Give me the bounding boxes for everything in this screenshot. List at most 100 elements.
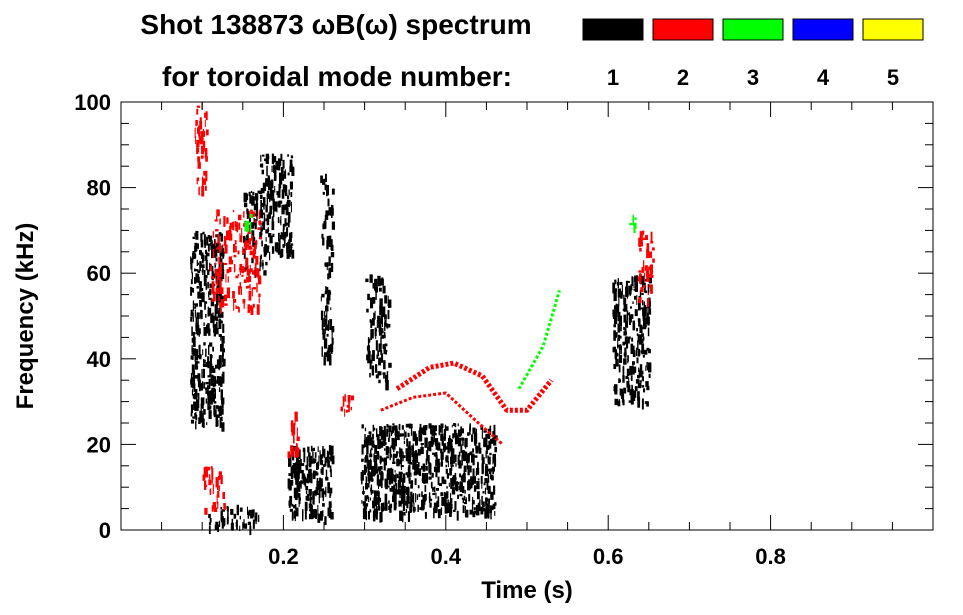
spectrum-speck — [392, 425, 396, 431]
spectrum-speck — [379, 455, 382, 464]
spectrum-speck — [195, 353, 198, 361]
spectrum-speck — [449, 439, 453, 442]
y-tick-label: 80 — [87, 176, 111, 201]
spectrum-speck — [403, 440, 406, 444]
spectral-line-mode-2-0 — [395, 360, 554, 413]
spectrum-speck — [331, 244, 334, 251]
spectrum-speck — [260, 154, 262, 162]
spectrum-speck — [456, 510, 459, 521]
spectrum-region-mode-3-15 — [244, 214, 253, 233]
spectrum-speck — [254, 263, 257, 271]
spectrum-speck — [638, 270, 642, 273]
spectrum-speck — [612, 282, 616, 294]
spectrum-speck — [475, 446, 479, 454]
spectrum-speck — [377, 497, 382, 502]
spectrum-speck — [203, 327, 207, 336]
spectrum-speck — [213, 401, 217, 404]
spectrum-speck — [253, 203, 257, 211]
spectrum-speck — [447, 442, 450, 454]
spectrum-speck — [425, 465, 428, 471]
spectrum-speck — [415, 437, 418, 446]
spectrum-speck — [371, 354, 373, 364]
spectrum-speck — [259, 163, 262, 168]
spectrum-speck — [218, 266, 221, 278]
spectrum-speck — [625, 280, 628, 292]
spectrum-speck — [207, 385, 209, 396]
spectrum-speck — [388, 425, 392, 433]
spectrum-speck — [465, 455, 467, 459]
spectrum-speck — [260, 227, 263, 233]
spectrum-speck — [212, 502, 216, 509]
spectrum-speck — [205, 185, 207, 191]
spectrum-speck — [278, 166, 280, 170]
spectrum-speck — [400, 452, 403, 463]
spectrum-speck — [438, 425, 440, 436]
spectrum-speck — [484, 509, 488, 519]
spectrum-speck — [490, 468, 495, 472]
spectrum-speck — [321, 293, 325, 298]
spectrum-speck — [283, 171, 287, 179]
spectrum-speck — [279, 250, 283, 258]
spectrum-speck — [614, 352, 617, 359]
spectrum-speck — [322, 191, 325, 195]
spectrum-speck — [269, 205, 273, 215]
spectrum-speck — [326, 350, 330, 362]
spectrum-speck — [190, 309, 193, 317]
spectrum-speck — [386, 371, 389, 381]
spectrum-speck — [247, 285, 251, 288]
spectrum-speck — [462, 475, 465, 482]
spectrum-speck — [288, 189, 290, 196]
spectrum-speck — [282, 159, 285, 169]
spectrum-speck — [634, 390, 637, 398]
spectrum-speck — [243, 279, 247, 283]
spectrum-speck — [208, 398, 210, 402]
spectrum-speck — [208, 410, 212, 420]
spectrum-speck — [637, 396, 641, 408]
spectrum-speck — [425, 425, 428, 431]
spectrum-speck — [392, 461, 396, 464]
spectrum-speck — [430, 427, 433, 435]
spectrum-speck — [649, 264, 653, 276]
spectrum-speck — [208, 522, 212, 525]
spectrum-speck — [646, 366, 651, 371]
spectrum-speck — [248, 269, 250, 277]
spectrum-speck — [307, 446, 310, 453]
spectrum-speck — [424, 473, 429, 484]
spectrum-speck — [447, 461, 449, 467]
spectrum-speck — [405, 501, 407, 506]
spectrum-speck — [280, 232, 282, 236]
spectrum-speck — [198, 157, 201, 166]
spectrum-speck — [490, 511, 492, 520]
spectrum-speck — [325, 486, 327, 497]
spectrum-speck — [642, 398, 644, 405]
spectrum-speck — [435, 438, 439, 447]
spectrum-speck — [426, 450, 429, 462]
spectrum-speck — [326, 450, 329, 460]
spectrum-speck — [205, 389, 207, 394]
spectrum-speck — [197, 317, 199, 324]
spectrum-speck — [197, 158, 200, 167]
spectrum-region-mode-3-16 — [629, 214, 637, 233]
spectrum-speck — [640, 338, 644, 344]
spectrum-speck — [371, 365, 375, 376]
spectrum-speck — [248, 211, 251, 219]
spectrum-speck — [320, 310, 324, 320]
spectrum-speck — [293, 423, 296, 435]
spectrum-speck — [399, 472, 401, 475]
spectrum-speck — [484, 487, 487, 495]
spectrum-speck — [289, 245, 293, 249]
spectrum-speck — [268, 181, 272, 184]
spectrum-speck — [648, 276, 652, 284]
spectrum-speck — [391, 430, 393, 435]
spectrum-speck — [373, 312, 376, 319]
spectrum-speck — [463, 502, 467, 505]
spectrum-speck — [265, 178, 269, 187]
spectrum-speck — [438, 483, 443, 486]
spectrum-speck — [322, 328, 325, 335]
spectrum-speck — [306, 456, 309, 466]
spectrum-speck — [385, 380, 389, 391]
spectrum-speck — [463, 495, 466, 501]
spectrum-speck — [494, 511, 496, 516]
spectrum-speck — [269, 235, 273, 244]
spectrum-speck — [375, 497, 379, 505]
